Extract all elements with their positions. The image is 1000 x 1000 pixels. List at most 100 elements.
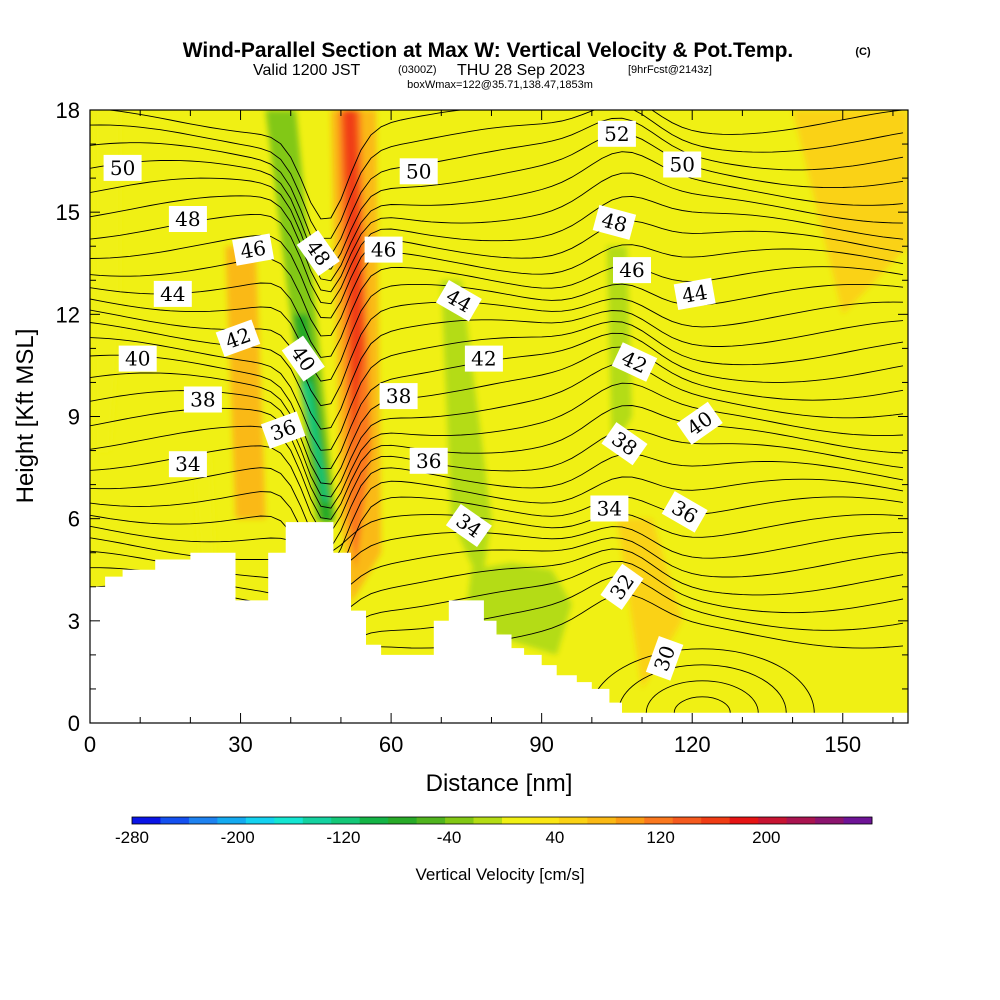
colorbar-swatch: [615, 817, 645, 824]
contour-label: 38: [183, 386, 222, 413]
contour-label-box: [379, 383, 418, 410]
y-tick-label: 3: [68, 609, 80, 634]
contour-label-text: 38: [386, 384, 411, 408]
contour-label-box: [663, 151, 702, 178]
contour-label-box: [153, 280, 192, 307]
pot-temp-contour: [90, 453, 904, 549]
colorbar-swatch: [416, 817, 446, 824]
valid-prefix: Valid 1200 JST: [253, 62, 361, 79]
x-tick-label: 120: [674, 732, 711, 757]
x-tick-label: 30: [228, 732, 252, 757]
colorbar-swatch: [445, 817, 474, 824]
colorbar-swatch: [587, 817, 617, 824]
colorbar-swatch: [530, 817, 560, 824]
contour-label-box: [592, 204, 637, 240]
pot-temp-contour: [90, 220, 904, 319]
x-tick-label: 150: [824, 732, 861, 757]
colorbar-swatch: [843, 817, 873, 824]
contour-label: 50: [663, 151, 702, 178]
pot-temp-contour: [90, 283, 904, 382]
colorbar-title: Vertical Velocity [cm/s]: [415, 865, 584, 884]
pot-temp-contour: [90, 244, 904, 337]
contour-label: 48: [592, 204, 637, 240]
pot-temp-contour: [90, 151, 904, 282]
colorbar-tick-label: -280: [115, 828, 149, 847]
colorbar-swatch: [502, 817, 531, 824]
contour-label: 36: [409, 447, 448, 474]
contour-label-text: 50: [406, 159, 431, 183]
colorbar-swatch: [758, 817, 788, 824]
pot-temp-contour: [90, 110, 904, 239]
contour-label-text: 34: [175, 452, 200, 476]
y-tick-label: 9: [68, 405, 80, 430]
contour-label: 34: [168, 451, 207, 478]
contour-label: 50: [399, 158, 438, 185]
updraft-southeast: [792, 110, 908, 315]
contour-label-text: 36: [416, 449, 441, 473]
contour-label: 38: [379, 383, 418, 410]
pot-temp-contour: [90, 476, 904, 568]
contour-label-box: [613, 257, 651, 284]
forecast-info: [9hrFcst@2143z]: [628, 64, 712, 76]
downdraft-band-east: [441, 280, 492, 587]
colorbar-swatch: [672, 817, 702, 824]
contour-label-box: [183, 386, 222, 413]
contour-label: 46: [613, 257, 651, 284]
pot-temp-contour: [90, 512, 904, 555]
contour-label: 34: [590, 495, 629, 522]
valid-utc: (0300Z): [398, 64, 437, 76]
contour-label-text: 42: [471, 347, 496, 371]
colorbar-tick-label: 200: [752, 828, 780, 847]
contour-label: 48: [168, 206, 207, 232]
contour-label-box: [364, 236, 403, 263]
contour-label: 50: [103, 154, 142, 181]
pot-temp-contour-low: [673, 696, 731, 723]
pot-temp-contour: [90, 132, 904, 270]
contour-label-box: [260, 411, 306, 449]
contour-label-box: [611, 342, 658, 382]
contour-label: 46: [364, 236, 403, 263]
contour-label: 42: [464, 345, 503, 372]
contour-label-text: 52: [604, 122, 629, 146]
colorbar-swatch: [815, 817, 844, 824]
box-max-info: boxWmax=122@35.71,138.47,1853m: [407, 79, 593, 91]
contour-label: 44: [673, 277, 716, 311]
contour-label-text: 50: [110, 156, 135, 180]
contour-label-box: [673, 277, 716, 311]
pot-temp-contour: [90, 496, 904, 591]
colorbar-swatch: [160, 817, 190, 824]
contour-label-box: [464, 345, 503, 372]
contour-label-box: [215, 319, 261, 357]
contour-label-box: [597, 120, 636, 147]
valid-time-line: Valid 1200 JST (0300Z) THU 28 Sep 2023 […: [253, 62, 712, 79]
y-axis-label: Height [Kft MSL]: [12, 329, 39, 504]
contour-label-box: [399, 158, 438, 185]
x-tick-label: 0: [84, 732, 96, 757]
colorbar-swatch: [786, 817, 816, 824]
contour-label: 40: [118, 345, 157, 372]
colorbar-swatch: [729, 817, 759, 824]
contour-label-box: [445, 503, 492, 548]
colorbar: -280 -200 -120 -40 40 120 200: [115, 816, 873, 847]
y-tick-label: 18: [56, 98, 80, 123]
contour-label-box: [168, 206, 207, 232]
contour-label-text: 40: [125, 347, 150, 371]
colorbar-swatch: [302, 817, 332, 824]
x-tick-label: 60: [379, 732, 403, 757]
contour-label-box: [103, 154, 142, 181]
contour-label-text: 46: [619, 258, 644, 282]
x-tick-label: 90: [529, 732, 553, 757]
contour-label-text: 38: [190, 388, 215, 412]
y-tick-label: 6: [68, 507, 80, 532]
pot-temp-contour-low: [645, 680, 759, 723]
colorbar-swatch: [701, 817, 731, 824]
contour-label-box: [296, 229, 340, 277]
colorbar-tick-label: -40: [437, 828, 462, 847]
contour-label-box: [661, 491, 708, 533]
pot-temp-contour: [90, 195, 904, 305]
contour-label-box: [600, 563, 644, 610]
colorbar-swatch: [217, 817, 247, 824]
contour-label-text: 48: [175, 207, 200, 231]
colorbar-swatch: [473, 817, 503, 824]
